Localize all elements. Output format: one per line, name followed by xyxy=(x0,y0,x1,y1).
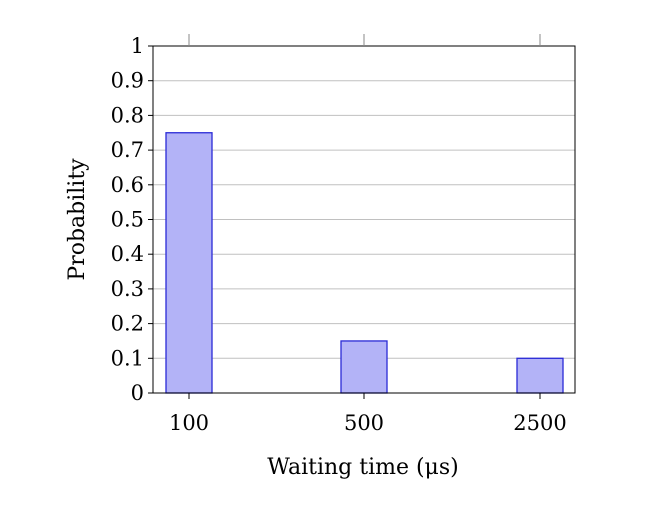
y-tick-label: 0.2 xyxy=(111,312,144,336)
y-axis-title: Probability xyxy=(65,158,90,281)
x-tick-label: 500 xyxy=(344,411,384,435)
y-tick-label: 0.6 xyxy=(111,173,144,197)
x-axis-ticks: 100 500 2500 xyxy=(169,34,567,435)
y-tick-label: 0 xyxy=(131,381,144,405)
bars xyxy=(165,132,564,394)
y-tick-label: 0.7 xyxy=(111,138,144,162)
bar-100 xyxy=(165,132,213,394)
y-tick-label: 0.4 xyxy=(111,242,144,266)
x-axis-title: Waiting time (μs) xyxy=(267,455,458,480)
y-tick-label: 0.3 xyxy=(111,277,144,301)
y-tick-label: 0.1 xyxy=(111,346,144,370)
x-tick-label: 2500 xyxy=(513,411,566,435)
bar-2500 xyxy=(516,357,564,394)
y-tick-label: 1 xyxy=(131,34,144,58)
bar-500 xyxy=(340,340,388,394)
y-tick-label: 0.9 xyxy=(111,69,144,93)
x-tick-label: 100 xyxy=(169,411,209,435)
grid-lines xyxy=(153,80,575,359)
y-tick-label: 0.8 xyxy=(111,103,144,127)
y-axis-ticks: 0 0.1 0.2 0.3 0.4 0.5 0.6 0.7 0.8 0.9 1 xyxy=(111,34,153,405)
y-tick-label: 0.5 xyxy=(111,208,144,232)
